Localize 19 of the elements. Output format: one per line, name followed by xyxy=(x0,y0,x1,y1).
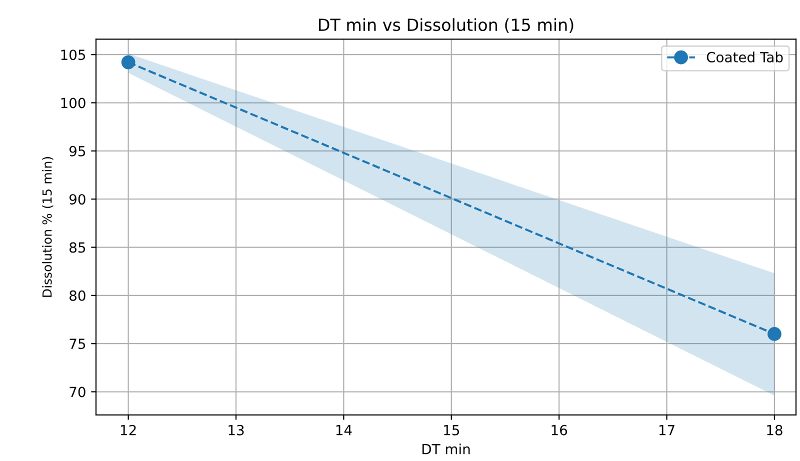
y-tick-label: 75 xyxy=(70,338,86,350)
y-tick-label: 105 xyxy=(61,50,86,60)
x-tick-label: 12 xyxy=(120,424,136,436)
y-tick-label: 95 xyxy=(69,146,86,156)
x-axis-title: DT min xyxy=(422,444,470,454)
legend-label: Coated Tab xyxy=(706,52,783,62)
x-tick-label: 18 xyxy=(767,424,782,436)
y-tick-label: 85 xyxy=(70,242,86,253)
x-tick-label: 16 xyxy=(552,424,568,436)
x-tick-label: 13 xyxy=(228,424,244,436)
x-tick-label: 14 xyxy=(336,425,352,436)
y-axis-title: Dissolution % (15 min) xyxy=(42,157,54,297)
y-tick-label: 100 xyxy=(61,98,86,108)
y-tick-label: 70 xyxy=(70,386,86,398)
x-tick-label: 17 xyxy=(659,425,674,436)
y-tick-label: 80 xyxy=(70,290,86,301)
chart-title: DT min vs Dissolution (15 min) xyxy=(319,18,574,34)
y-tick-label: 90 xyxy=(69,194,86,205)
x-tick-label: 15 xyxy=(444,425,460,436)
